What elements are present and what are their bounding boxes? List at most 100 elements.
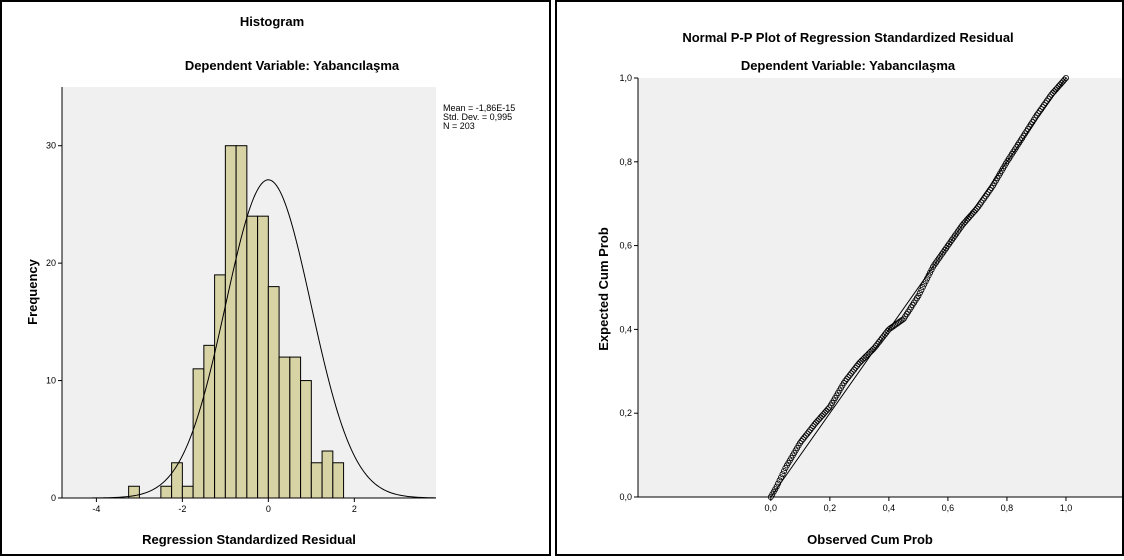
pp-point <box>776 477 783 484</box>
pp-point <box>883 329 890 336</box>
pp-point <box>916 289 923 296</box>
y-tick-label: 0,8 <box>619 157 632 167</box>
pp-point <box>925 272 932 279</box>
pp-point <box>967 212 974 219</box>
pp-point <box>1054 84 1061 91</box>
pp-point <box>973 205 980 212</box>
pp-point <box>970 208 977 215</box>
pp-point <box>1058 79 1065 86</box>
pp-point <box>852 364 859 371</box>
y-tick-label: 30 <box>46 141 56 151</box>
pp-point <box>845 374 852 381</box>
pp-point <box>804 430 811 437</box>
pp-point <box>919 284 926 291</box>
histogram-bar <box>332 462 345 499</box>
pp-point <box>960 220 967 227</box>
histogram-bar <box>160 485 173 499</box>
pp-point <box>870 346 877 353</box>
pp-point <box>799 436 806 443</box>
histogram-x-label: Regression Standardized Residual <box>142 532 356 547</box>
histogram-bar <box>214 274 226 499</box>
pp-points <box>767 75 1069 500</box>
pp-point <box>880 333 887 340</box>
pp-point <box>813 419 820 426</box>
histogram-bar <box>257 215 269 499</box>
pp-point <box>873 342 880 349</box>
histogram-bar <box>192 368 205 499</box>
pp-plot-title: Normal P-P Plot of Regression Standardiz… <box>682 30 1013 45</box>
normal-curve <box>62 179 437 499</box>
x-tick-label: 1,0 <box>1060 503 1073 513</box>
y-tick-label: 0,2 <box>619 408 632 418</box>
pp-point <box>820 411 827 418</box>
histogram-y-label: Frequency <box>25 258 40 325</box>
pp-point <box>823 407 830 414</box>
x-tick-label: 2 <box>352 504 357 514</box>
pp-point <box>811 421 818 428</box>
x-tick-label: 0 <box>266 504 271 514</box>
histogram-bar <box>310 462 323 499</box>
pp-point <box>963 217 970 224</box>
histogram-x-ticks: -4 -2 0 2 <box>92 498 357 514</box>
pp-point <box>871 344 878 351</box>
pp-point <box>927 269 934 276</box>
x-tick-label: -2 <box>178 504 186 514</box>
histogram-bar <box>246 215 259 499</box>
pp-point <box>1051 88 1058 95</box>
pp-plot-area <box>638 78 1122 497</box>
pp-y-ticks: 0,0 0,2 0,4 0,6 0,8 1,0 <box>619 73 638 502</box>
x-tick-label: 0,2 <box>824 503 837 513</box>
pp-point <box>1055 83 1062 90</box>
pp-point <box>775 480 782 487</box>
histogram-bar <box>267 286 280 499</box>
histogram-bar <box>235 145 248 499</box>
pp-point <box>842 377 849 384</box>
pp-point <box>807 426 814 433</box>
y-tick-label: 10 <box>46 376 56 386</box>
pp-point <box>962 218 969 225</box>
pp-point <box>816 416 823 423</box>
pp-point <box>805 428 812 435</box>
pp-point <box>824 406 831 413</box>
histogram-bar <box>300 380 312 499</box>
pp-point <box>797 440 804 447</box>
pp-x-label: Observed Cum Prob <box>807 532 933 547</box>
x-tick-label: 0,0 <box>765 503 778 513</box>
pp-point <box>810 423 817 430</box>
pp-point <box>875 339 882 346</box>
histogram-panel: Histogram Dependent Variable: Yabancılaş… <box>0 0 551 556</box>
pp-point <box>878 335 885 342</box>
y-tick-label: 20 <box>46 258 56 268</box>
histogram-bar <box>203 344 216 499</box>
x-tick-label: 0,4 <box>883 503 896 513</box>
pp-point <box>798 438 805 445</box>
pp-point <box>849 368 856 375</box>
pp-point <box>851 366 858 373</box>
pp-point <box>801 434 808 441</box>
pp-y-label: Expected Cum Prob <box>596 227 611 351</box>
pp-point <box>818 412 825 419</box>
y-tick-label: 0,6 <box>619 241 632 251</box>
stat-mean: Mean = -1,86E-15 <box>443 103 515 113</box>
pp-point <box>966 213 973 220</box>
pp-point <box>1049 89 1056 96</box>
pp-point <box>965 215 972 222</box>
histogram-title: Histogram <box>240 14 304 29</box>
pp-point <box>928 266 935 273</box>
histogram-subtitle: Dependent Variable: Yabancılaşma <box>185 58 400 73</box>
histogram-bar <box>181 485 194 499</box>
y-tick-label: 0 <box>51 493 56 503</box>
pp-point <box>814 417 821 424</box>
histogram-bar <box>224 145 237 499</box>
pp-point <box>915 292 922 299</box>
histogram-bar <box>278 356 291 499</box>
histogram-bar <box>289 356 302 499</box>
pp-point <box>924 275 931 282</box>
pp-point <box>1062 75 1069 82</box>
x-tick-label: 0,6 <box>942 503 955 513</box>
pp-plot-panel: Normal P-P Plot of Regression Standardiz… <box>555 0 1124 556</box>
x-tick-label: 0,8 <box>1001 503 1014 513</box>
pp-x-ticks: 0,0 0,2 0,4 0,6 0,8 1,0 <box>765 497 1073 513</box>
pp-point <box>779 471 786 478</box>
pp-point <box>1052 86 1059 93</box>
